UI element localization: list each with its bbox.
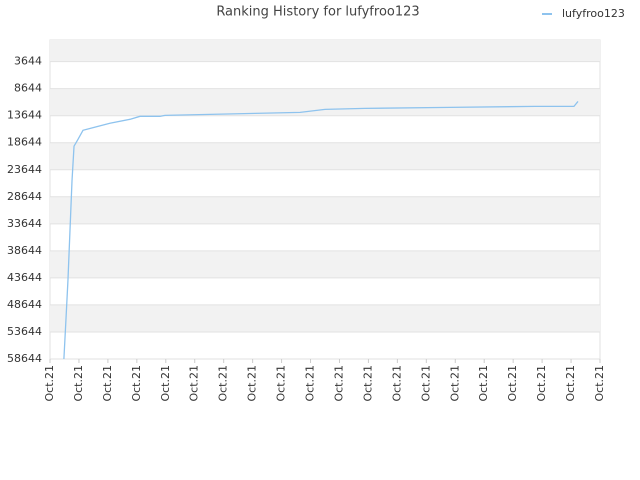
x-tick-label: Oct.21 (43, 365, 56, 402)
y-tick-label: 13644 (7, 109, 42, 122)
grid-band (50, 142, 600, 170)
x-tick-label: Oct.21 (304, 365, 317, 402)
y-tick-label: 43644 (7, 271, 42, 284)
grid-band (50, 250, 600, 278)
x-tick-label: Oct.21 (130, 365, 143, 402)
x-tick-label: Oct.21 (564, 365, 577, 402)
y-tick-label: 3644 (14, 55, 42, 68)
y-tick-label: 28644 (7, 190, 42, 203)
grid-band (50, 304, 600, 332)
x-tick-label: Oct.21 (390, 365, 403, 402)
y-tick-label: 33644 (7, 217, 42, 230)
y-tick-label: 18644 (7, 136, 42, 149)
legend-label: lufyfroo123 (562, 7, 625, 20)
x-tick-label: Oct.21 (448, 365, 461, 402)
grid-band (50, 40, 600, 62)
x-tick-label: Oct.21 (72, 365, 85, 402)
y-tick-label: 53644 (7, 325, 42, 338)
x-tick-label: Oct.21 (593, 365, 606, 402)
x-tick-label: Oct.21 (275, 365, 288, 402)
x-tick-label: Oct.21 (506, 365, 519, 402)
x-tick-label: Oct.21 (217, 365, 230, 402)
y-tick-label: 58644 (7, 352, 42, 365)
x-tick-label: Oct.21 (246, 365, 259, 402)
grid-band (50, 196, 600, 224)
x-tick-label: Oct.21 (188, 365, 201, 402)
x-tick-label: Oct.21 (477, 365, 490, 402)
y-tick-label: 8644 (14, 82, 42, 95)
x-tick-label: Oct.21 (361, 365, 374, 402)
grid-band (50, 88, 600, 116)
x-tick-label: Oct.21 (101, 365, 114, 402)
y-tick-label: 48644 (7, 298, 42, 311)
x-tick-label: Oct.21 (535, 365, 548, 402)
x-tick-label: Oct.21 (332, 365, 345, 402)
y-tick-label: 38644 (7, 244, 42, 257)
chart-title: Ranking History for lufyfroo123 (216, 5, 419, 20)
x-tick-label: Oct.21 (159, 365, 172, 402)
y-tick-label: 23644 (7, 163, 42, 176)
x-tick-label: Oct.21 (419, 365, 432, 402)
line (63, 101, 579, 360)
